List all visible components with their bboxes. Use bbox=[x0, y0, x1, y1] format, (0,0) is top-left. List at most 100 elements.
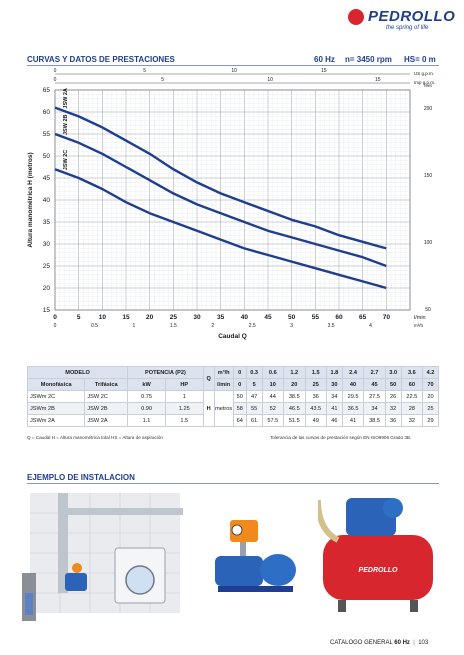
cell-h: 29.5 bbox=[341, 390, 365, 403]
x-tick-label: 5 bbox=[77, 314, 81, 321]
usgpm-tick-label: 10 bbox=[231, 68, 237, 74]
x-tick-label: 70 bbox=[383, 314, 391, 321]
th-m3h: 0.3 bbox=[245, 366, 263, 379]
install-section-title: EJEMPLO DE INSTALACION bbox=[27, 473, 135, 482]
x-tick-label: 50 bbox=[288, 314, 296, 321]
cell-h: 34 bbox=[363, 402, 386, 415]
cell-h: 46.5 bbox=[283, 402, 306, 415]
cell-h: 52 bbox=[261, 402, 285, 415]
th-lmin: 50 bbox=[384, 378, 402, 391]
y-tick-label: 25 bbox=[43, 263, 51, 270]
cell-h: 44 bbox=[261, 390, 285, 403]
gauge-icon bbox=[231, 524, 243, 536]
x-axis-title: Caudal Q bbox=[218, 333, 247, 340]
th-m3h: 1.2 bbox=[283, 366, 306, 379]
th-lmin: 70 bbox=[422, 378, 439, 391]
y-tick-label: 60 bbox=[43, 109, 51, 116]
impgpm-tick-label: 0 bbox=[54, 77, 57, 83]
cell-h: 26 bbox=[384, 390, 402, 403]
chart-grid bbox=[54, 73, 411, 311]
usgpm-unit-label: US g.p.m. bbox=[414, 71, 434, 76]
cell-h: 49 bbox=[304, 414, 327, 427]
footer-catalog-label: CATALOGO GENERAL bbox=[330, 640, 393, 646]
series-label: JSW 2B bbox=[63, 114, 69, 135]
cell-kw: 0.90 bbox=[127, 402, 166, 415]
m3h-tick-label: 1.5 bbox=[170, 323, 177, 329]
cell-h: 27.5 bbox=[363, 390, 386, 403]
x-tick-label: 20 bbox=[146, 314, 154, 321]
feet-tick-label: 100 bbox=[424, 240, 433, 246]
th-lmin: 5 bbox=[245, 378, 263, 391]
section-divider bbox=[27, 65, 439, 66]
tank-brand-label: PEDROLLO bbox=[359, 567, 398, 574]
cell-h: 32 bbox=[400, 414, 424, 427]
x-tick-label: 10 bbox=[99, 314, 107, 321]
y-tick-label: 20 bbox=[43, 285, 51, 292]
series-line bbox=[54, 168, 387, 290]
section-divider bbox=[27, 483, 439, 484]
cell-hp: 1 bbox=[164, 390, 204, 403]
th-model: MODELO bbox=[26, 366, 129, 379]
cell-mono: JSWm 2C bbox=[26, 390, 86, 403]
footer-page-number: 103 bbox=[418, 640, 429, 646]
m3h-tick-label: 0.5 bbox=[91, 323, 98, 329]
th-q-unit-m3h: m³/h bbox=[213, 366, 234, 379]
feet-tick-label: 50 bbox=[425, 307, 431, 313]
cell-hp: 1.5 bbox=[164, 414, 204, 427]
th-m3h: 4.2 bbox=[422, 366, 439, 379]
curves-section-title: CURVAS Y DATOS DE PRESTACIONES bbox=[27, 55, 175, 64]
m3h-tick-label: 0 bbox=[54, 323, 57, 329]
y-tick-label: 40 bbox=[43, 197, 51, 204]
impgpm-tick-label: 5 bbox=[161, 77, 164, 83]
usgpm-tick-label: 5 bbox=[143, 68, 146, 74]
m3h-unit-label: m³/h bbox=[414, 323, 423, 328]
cell-h: 50 bbox=[232, 390, 247, 403]
feet-tick-label: 150 bbox=[424, 173, 433, 179]
base-shape bbox=[218, 586, 293, 592]
th-kw: kW bbox=[127, 378, 166, 391]
th-tri: Trifásica bbox=[84, 378, 129, 391]
m3h-tick-label: 1 bbox=[132, 323, 135, 329]
brand-logo: PEDROLLO the spring of life bbox=[346, 6, 458, 36]
footer-frequency: 60 Hz bbox=[394, 640, 410, 646]
series-label: JSW 2A bbox=[63, 88, 69, 109]
spec-hs: HS= 0 m bbox=[404, 55, 436, 64]
feet-tick-label: 200 bbox=[424, 106, 433, 112]
m3h-tick-label: 3 bbox=[290, 323, 293, 329]
impgpm-tick-label: 10 bbox=[267, 77, 273, 83]
m3h-tick-label: 2 bbox=[211, 323, 214, 329]
pipe-shape bbox=[240, 542, 246, 556]
th-m3h: 0 bbox=[232, 366, 247, 379]
th-lmin: 25 bbox=[304, 378, 327, 391]
th-mono: Monofásica bbox=[26, 378, 86, 391]
y-tick-label: 15 bbox=[43, 307, 51, 314]
cell-tri: JSW 2C bbox=[84, 390, 129, 403]
cell-h: 28 bbox=[400, 402, 424, 415]
th-lmin: 40 bbox=[341, 378, 365, 391]
cell-h-unit: metros bbox=[213, 390, 234, 427]
m3h-tick-label: 3.5 bbox=[328, 323, 335, 329]
cell-h: 20 bbox=[422, 390, 439, 403]
y-tick-label: 30 bbox=[43, 241, 51, 248]
cell-tri: JSW 2B bbox=[84, 402, 129, 415]
cell-h: 43.5 bbox=[304, 402, 327, 415]
pump-icon bbox=[65, 573, 87, 591]
th-q-unit-lmin: l/min bbox=[213, 378, 234, 391]
cell-h: 36 bbox=[384, 414, 402, 427]
cell-h: 41 bbox=[325, 402, 343, 415]
th-m3h: 1.5 bbox=[304, 366, 327, 379]
th-hp: HP bbox=[164, 378, 204, 391]
cell-h: 58 bbox=[232, 402, 247, 415]
x-tick-label: 0 bbox=[53, 314, 57, 321]
cell-h: 29 bbox=[422, 414, 439, 427]
cell-h: 34 bbox=[325, 390, 343, 403]
x-tick-label: 55 bbox=[312, 314, 320, 321]
x-tick-label: 35 bbox=[217, 314, 225, 321]
cell-h: 46 bbox=[325, 414, 343, 427]
washing-machine-door-icon bbox=[125, 565, 155, 595]
cell-kw: 1.1 bbox=[127, 414, 166, 427]
cell-h: 36 bbox=[304, 390, 327, 403]
well-water-shape bbox=[25, 593, 33, 615]
pump-head-icon bbox=[383, 498, 403, 518]
